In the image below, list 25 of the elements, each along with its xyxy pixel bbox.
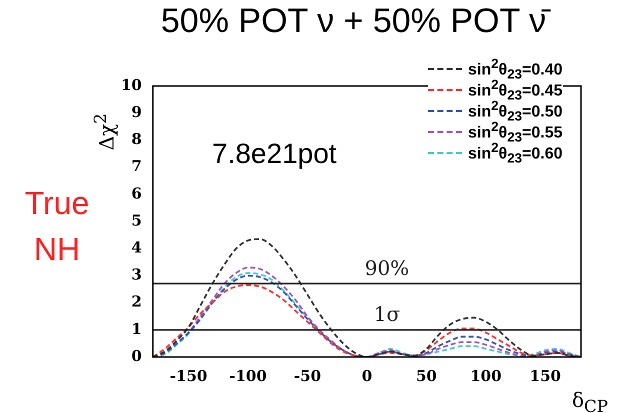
x-tick-label: 150 bbox=[530, 366, 561, 385]
x-tick-label: -150 bbox=[170, 366, 208, 385]
y-tick-label: 6 bbox=[131, 184, 142, 202]
x-tick-label: 0 bbox=[362, 366, 372, 385]
chart-title: 50% POT ν + 50% POT ν̄ bbox=[160, 2, 552, 41]
y-tick-label: 7 bbox=[131, 157, 142, 176]
annotation: 90% bbox=[364, 256, 410, 280]
y-tick-label: 0 bbox=[131, 346, 142, 365]
annotation: 7.8e21pot bbox=[212, 138, 337, 170]
line-series bbox=[152, 238, 581, 357]
x-tick-label: -50 bbox=[294, 366, 322, 385]
x-tick-label: 50 bbox=[416, 366, 437, 385]
y-tick-label: 3 bbox=[131, 266, 142, 284]
y-tick-label: 2 bbox=[131, 292, 142, 311]
text: True NH bbox=[24, 184, 90, 269]
x-tick-label: 100 bbox=[470, 366, 502, 385]
x-tick-label: -100 bbox=[229, 366, 267, 385]
y-tick-label: 8 bbox=[131, 130, 142, 148]
annotation: 1σ bbox=[374, 302, 400, 326]
y-tick-label: 1 bbox=[131, 320, 142, 338]
y-tick-label: 5 bbox=[131, 211, 142, 230]
y-tick-label: 4 bbox=[131, 238, 142, 256]
x-axis-title: δ$_{CP}$ bbox=[572, 388, 608, 413]
y-tick-label: 9 bbox=[131, 102, 142, 121]
y-tick-label: 10 bbox=[121, 76, 142, 94]
